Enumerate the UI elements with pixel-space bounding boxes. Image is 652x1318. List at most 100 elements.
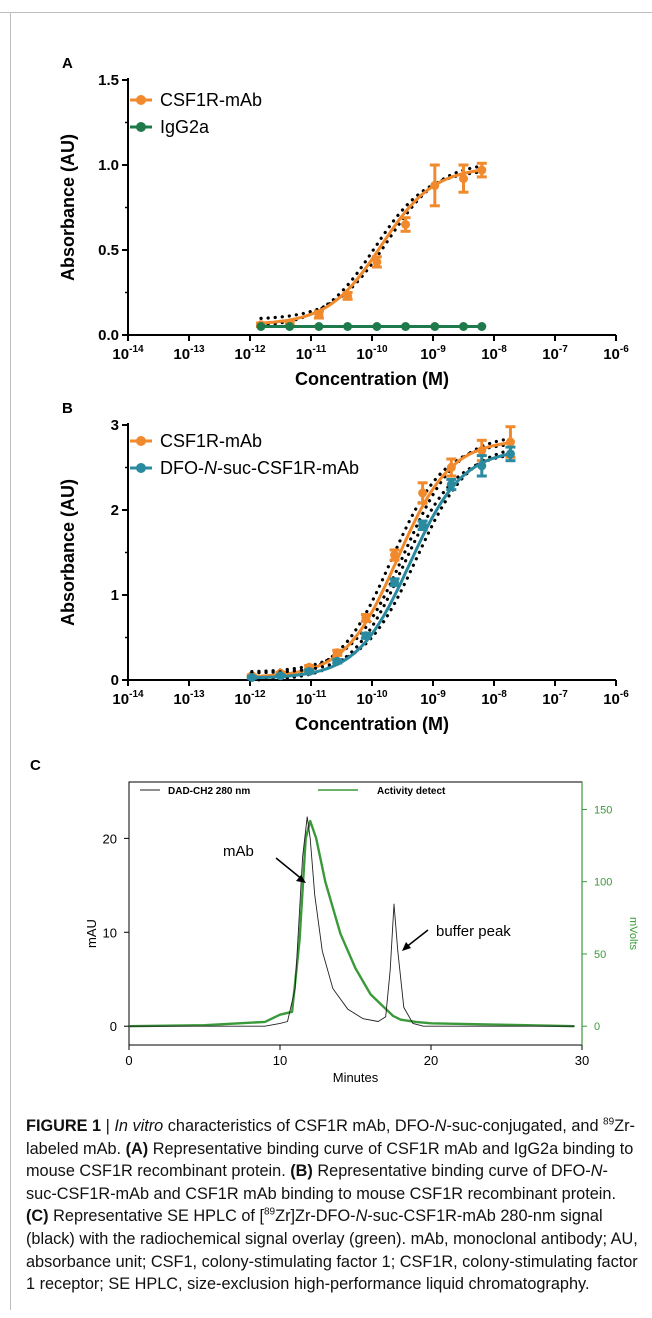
- data-point: [314, 310, 324, 320]
- x-tick-label: 10-10: [356, 344, 388, 363]
- x-tick-label: 10-12: [234, 344, 266, 363]
- caption-text: Zr-labeled mAb.: [26, 1117, 635, 1158]
- figure-canvas: A0.00.51.01.510-14 10-13 10-12 10-11 10-10 10…: [30, 55, 639, 1085]
- legend-label: CSF1R-mAb: [160, 431, 262, 451]
- fit-curve-teal: [251, 452, 511, 680]
- y-tick-label: 10: [103, 925, 117, 940]
- legend-label: DAD-CH2 280 nm: [168, 786, 250, 797]
- data-point: [247, 672, 257, 682]
- data-point: [372, 257, 382, 267]
- caption-superscript: 89: [264, 1206, 276, 1218]
- data-point: [343, 291, 353, 301]
- x-tick-label: 10-14: [112, 689, 144, 708]
- data-point: [477, 446, 487, 455]
- x-tick-label: 10-8: [481, 689, 507, 708]
- x-tick-label: 10-6: [603, 689, 629, 708]
- x-tick-label: 10-10: [356, 689, 388, 708]
- legend-marker: [136, 95, 146, 105]
- annotation-label: mAb: [223, 843, 254, 860]
- x-tick-label: 10-11: [296, 344, 327, 363]
- y-tick-label: 0.5: [98, 242, 119, 259]
- uv-trace: [129, 816, 575, 1027]
- y-tick-label: 0: [110, 1019, 117, 1034]
- panel-b-chart: B 0 1 2 3 10-14 10-13 10-12 10-11 10-10 10-9 10-8 10…: [58, 400, 629, 734]
- confidence-band-lower: [259, 170, 483, 327]
- panel-label: C: [30, 757, 41, 774]
- x-axis-label: Concentration (M): [295, 714, 449, 734]
- x-axis-label: Concentration (M): [295, 369, 449, 389]
- data-point: [401, 220, 411, 229]
- plot-frame: [128, 781, 583, 1046]
- data-point: [505, 437, 515, 447]
- data-point: [361, 613, 371, 623]
- y2-tick-label: 0: [594, 1021, 600, 1033]
- data-point: [276, 671, 285, 681]
- legend-marker: [136, 463, 146, 473]
- y-tick-label: 0.0: [98, 327, 119, 344]
- data-point: [361, 631, 371, 641]
- y-tick-label: 2: [111, 502, 119, 519]
- data-point: [459, 322, 468, 331]
- data-point: [418, 488, 428, 498]
- x-tick-label: 20: [424, 1053, 438, 1068]
- annotation-arrowhead: [296, 875, 306, 883]
- x-tick-label: 10-7: [542, 689, 568, 708]
- data-point: [372, 322, 382, 331]
- figure-caption: FIGURE 1 | In vitro characteristics of C…: [26, 1115, 638, 1296]
- confidence-band-upper: [259, 164, 483, 320]
- x-tick-label: 10-8: [481, 344, 507, 363]
- caption-italic: In vitro: [114, 1117, 164, 1135]
- x-tick-label: 10-9: [420, 689, 446, 708]
- x-tick-label: 10-13: [173, 689, 205, 708]
- x-tick-label: 10-13: [173, 344, 205, 363]
- panel-label: B: [62, 400, 73, 417]
- data-point: [477, 165, 487, 175]
- caption-text: -suc-CSF1R-mAb 280-nm signal (black) wit…: [26, 1207, 638, 1294]
- y-tick-label: 20: [103, 831, 117, 846]
- x-tick-label: 10-6: [603, 344, 629, 363]
- y-axis-label: mAU: [84, 919, 99, 948]
- legend-label: DFO-N-suc-CSF1R-mAb: [160, 458, 359, 478]
- y-axis-label: Absorbance (AU): [58, 479, 78, 626]
- caption-label: FIGURE 1: [26, 1117, 102, 1135]
- data-point: [332, 648, 342, 658]
- data-point: [401, 322, 411, 331]
- y-tick-label: 3: [111, 417, 119, 434]
- x-tick-label: 10-14: [112, 344, 144, 363]
- data-point: [256, 322, 266, 331]
- data-point: [430, 180, 440, 190]
- x-axis-label: Minutes: [333, 1070, 379, 1085]
- data-point: [446, 480, 456, 489]
- y2-tick-label: 150: [594, 804, 612, 816]
- caption-panel-c-ref: (C): [26, 1207, 49, 1226]
- y-tick-label: 0: [111, 672, 119, 689]
- data-point: [390, 550, 400, 560]
- fit-curve-orange: [251, 441, 511, 678]
- caption-text: characteristics of CSF1R mAb, DFO-: [163, 1117, 435, 1135]
- caption-separator: |: [101, 1117, 115, 1135]
- caption-text: Zr]Zr-DFO-: [275, 1207, 356, 1226]
- data-point: [314, 322, 324, 331]
- data-point: [332, 656, 342, 666]
- caption-panel-a-ref: (A): [125, 1139, 149, 1158]
- data-point: [390, 577, 400, 587]
- x-tick-label: 10-12: [234, 689, 266, 708]
- activity-trace: [128, 819, 575, 1028]
- data-point: [459, 174, 468, 184]
- caption-text: Representative binding curve of DFO-: [312, 1162, 591, 1181]
- data-point: [505, 449, 515, 459]
- data-point: [446, 463, 456, 472]
- y-axis-label: Absorbance (AU): [58, 134, 78, 281]
- panel-c-chart: C 0 10 20 30 0 10 20 0 50 100 150 mAU mVolts Minutes DA…: [30, 757, 639, 1085]
- y2-axis-label: mVolts: [627, 917, 639, 951]
- y-tick-label: 1: [111, 587, 119, 604]
- x-tick-label: 0: [125, 1053, 132, 1068]
- annotation-arrow: [404, 929, 429, 949]
- confidence-band-lower: [250, 454, 510, 682]
- data-point: [304, 667, 314, 676]
- caption-italic-n: N: [434, 1117, 447, 1135]
- fit-curve-orange: [260, 168, 481, 325]
- y-tick-label: 1.0: [98, 157, 119, 174]
- caption-superscript: 89: [603, 1116, 615, 1128]
- annotation-arrowhead: [402, 942, 411, 951]
